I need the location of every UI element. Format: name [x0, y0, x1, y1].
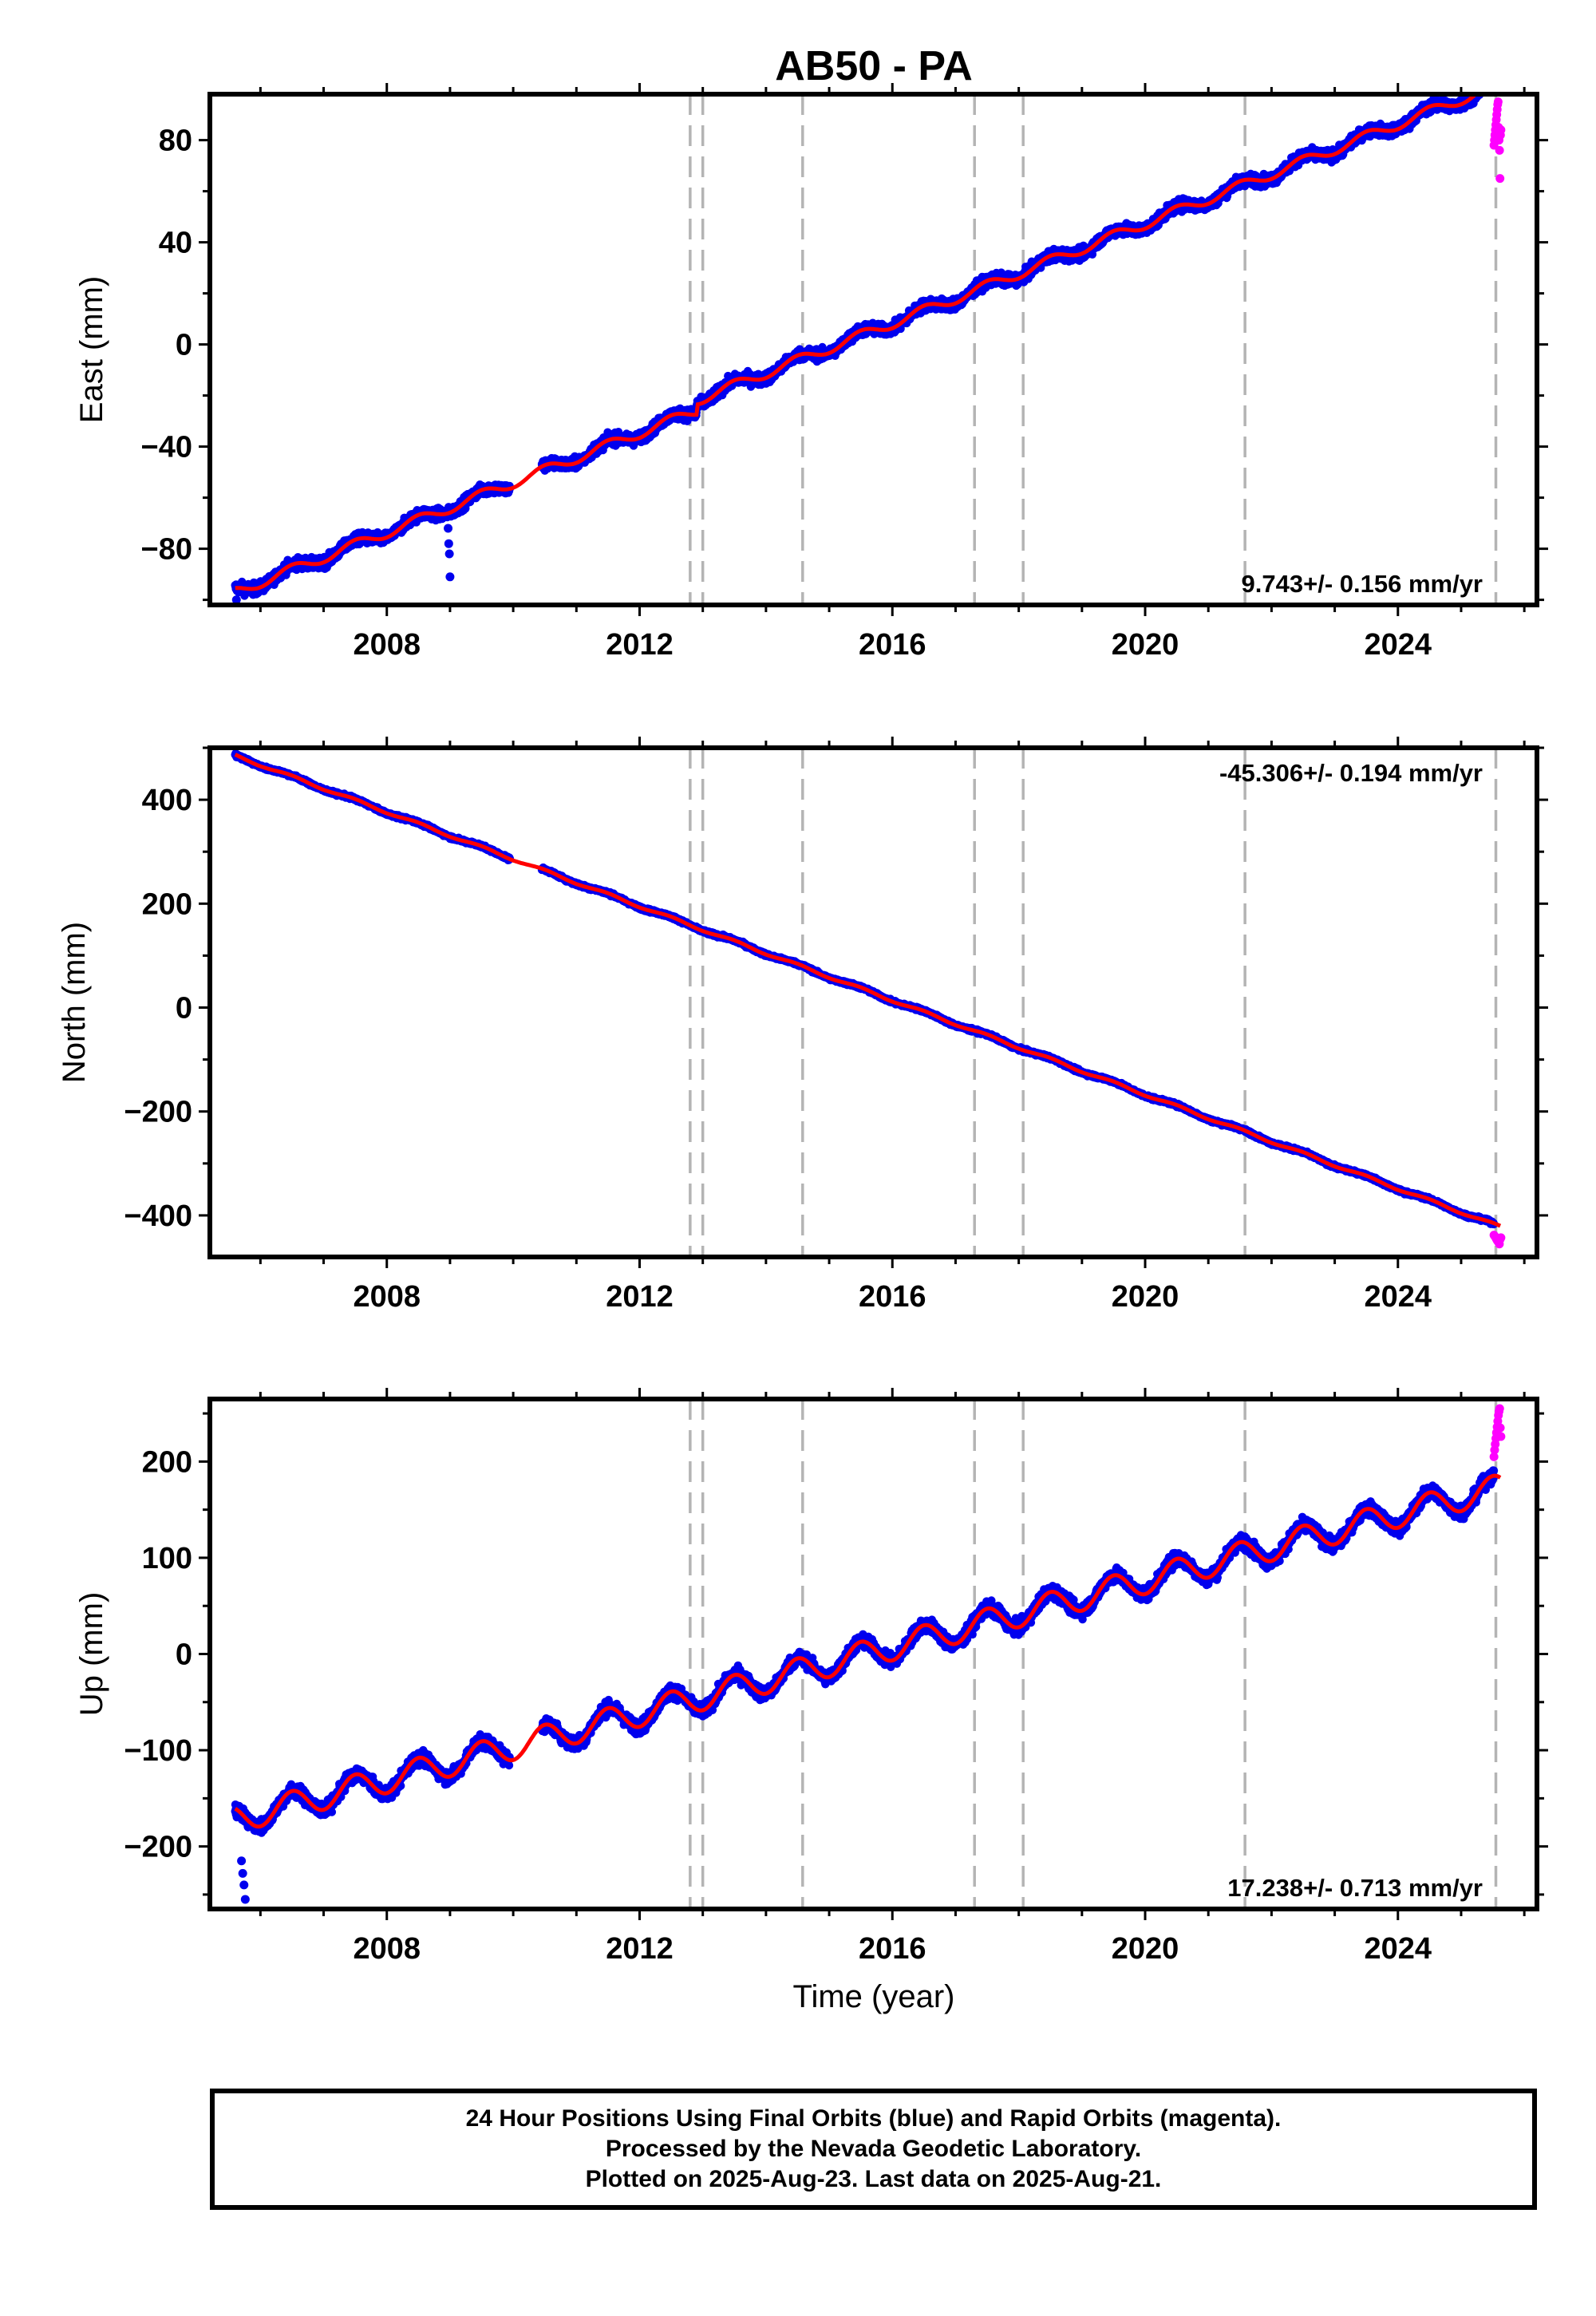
- final-orbit-points-east: [231, 94, 1490, 605]
- figure-title: AB50 - PA: [775, 43, 973, 89]
